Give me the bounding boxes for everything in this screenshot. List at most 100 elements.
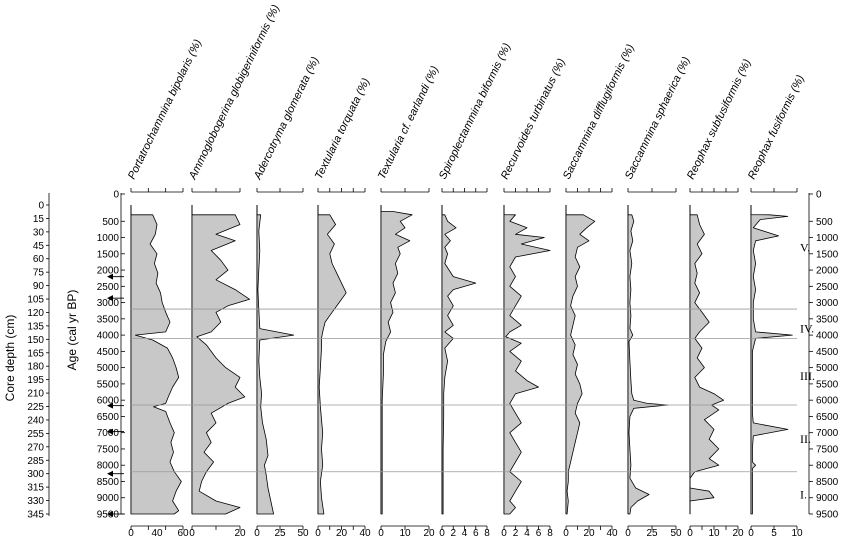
bottom-tick-label: 6 xyxy=(536,528,542,539)
depth-tick-label: 240 xyxy=(27,415,44,426)
age-tick-label: 1000 xyxy=(97,233,120,244)
depth-tick-label: 315 xyxy=(27,483,44,494)
panel-8: 0 25 50 xyxy=(625,188,682,539)
right-age-tick-label: 7000 xyxy=(816,428,839,439)
bottom-tick-label: 0 xyxy=(439,528,445,539)
panel-title: Saccammina sphaerica (%) xyxy=(623,55,693,181)
bottom-tick-label: 5 xyxy=(771,528,777,539)
right-age-tick-label: 500 xyxy=(816,217,833,228)
panel-2: 0 25 50 xyxy=(254,188,309,539)
panel-curve xyxy=(750,214,793,515)
age-tick-label: 8500 xyxy=(97,477,120,488)
panel-titles: Portatrochammina bipolaris (%)Ammoglobog… xyxy=(126,3,807,183)
age-tick-label: 6000 xyxy=(97,396,120,407)
left-axes: 0 15 30 45 60 75 90 105 120 135 150 165 180 195 210 225… xyxy=(27,190,125,521)
right-age-tick-label: 8500 xyxy=(816,477,839,488)
depth-tick-label: 135 xyxy=(27,321,44,332)
sample-arrow-head xyxy=(107,273,113,280)
depth-tick-label: 45 xyxy=(33,241,45,252)
panel-title: Textularia cf. earlandi (%) xyxy=(376,64,441,181)
panel-1: 0 20 xyxy=(189,188,250,539)
age-tick-label: 2000 xyxy=(97,266,120,277)
bottom-tick-label: 0 xyxy=(501,528,507,539)
depth-tick-label: 270 xyxy=(27,442,44,453)
age-tick-label: 8000 xyxy=(97,461,120,472)
depth-tick-label: 15 xyxy=(33,214,45,225)
age-axis-label: Age (cal yr BP) xyxy=(65,290,79,371)
bottom-tick-label: 0 xyxy=(315,528,321,539)
bottom-tick-label: 4 xyxy=(524,528,530,539)
bottom-tick-label: 8 xyxy=(484,528,490,539)
core-depth-axis-label: Core depth (cm) xyxy=(3,315,17,402)
age-tick-label: 6500 xyxy=(97,412,120,423)
age-tick-label: 7500 xyxy=(97,444,120,455)
bottom-tick-label: 2 xyxy=(513,528,519,539)
bottom-tick-label: 20 xyxy=(732,528,744,539)
zone-label: V. xyxy=(800,240,810,254)
depth-tick-label: 0 xyxy=(38,201,44,212)
bottom-tick-label: 8 xyxy=(547,528,553,539)
right-age-tick-label: 4500 xyxy=(816,347,839,358)
sample-arrow-head xyxy=(107,428,113,435)
bottom-tick-label: 4 xyxy=(462,528,468,539)
right-age-tick-label: 9000 xyxy=(816,493,839,504)
age-tick-label: 3000 xyxy=(97,298,120,309)
bottom-tick-label: 50 xyxy=(670,528,682,539)
age-tick-label: 9000 xyxy=(97,493,120,504)
bottom-tick-label: 0 xyxy=(748,528,754,539)
bottom-tick-label: 10 xyxy=(791,528,803,539)
bottom-tick-label: 40 xyxy=(606,528,618,539)
depth-tick-label: 120 xyxy=(27,308,44,319)
depth-tick-label: 105 xyxy=(27,295,44,306)
right-age-axis: 0 500 1000 1500 2000 2500 3000 3500 4000 4500 5000… xyxy=(808,190,839,521)
panel-7: 0 20 40 xyxy=(563,188,618,539)
bottom-tick-label: 2 xyxy=(450,528,456,539)
panel-title: Spiroplectammina biformis (%) xyxy=(437,41,514,181)
depth-tick-label: 180 xyxy=(27,362,44,373)
bottom-tick-label: 60 xyxy=(177,528,189,539)
right-age-tick-label: 7500 xyxy=(816,444,839,455)
depth-tick-label: 285 xyxy=(27,456,44,467)
age-tick-label: 7000 xyxy=(97,428,120,439)
sample-arrow-head xyxy=(107,470,113,477)
sample-arrow-head xyxy=(107,402,113,409)
panel-title: Recurvoides turbinatus (%) xyxy=(499,57,568,182)
bottom-tick-label: 25 xyxy=(274,528,286,539)
bottom-tick-label: 0 xyxy=(189,528,195,539)
age-tick-label: 500 xyxy=(102,217,119,228)
panel-curve xyxy=(441,214,477,515)
panel-curve xyxy=(503,214,551,515)
panel-curve xyxy=(191,214,250,515)
panel-curve xyxy=(380,211,413,515)
age-tick-label: 4500 xyxy=(97,347,120,358)
zone-label: I. xyxy=(800,487,807,501)
right-age-tick-label: 1500 xyxy=(816,249,839,260)
panel-curve xyxy=(256,214,295,515)
zone-label: IV. xyxy=(800,322,814,336)
panel-title: Textularia torquata (%) xyxy=(313,76,373,181)
panel-curve xyxy=(565,214,596,515)
bottom-tick-label: 10 xyxy=(708,528,720,539)
depth-tick-label: 255 xyxy=(27,429,44,440)
bottom-tick-label: 25 xyxy=(646,528,658,539)
right-age-tick-label: 5500 xyxy=(816,379,839,390)
bottom-tick-label: 40 xyxy=(359,528,371,539)
panel-curve xyxy=(627,214,669,515)
depth-tick-label: 195 xyxy=(27,375,44,386)
right-age-tick-label: 4000 xyxy=(816,331,839,342)
bottom-tick-label: 20 xyxy=(234,528,246,539)
panel-title: Saccammina difflugiformis (%) xyxy=(561,42,637,181)
bottom-tick-label: 0 xyxy=(563,528,569,539)
right-age-tick-label: 9500 xyxy=(816,510,839,521)
panel-curve xyxy=(130,214,182,515)
bottom-tick-label: 20 xyxy=(423,528,435,539)
depth-tick-label: 90 xyxy=(33,281,45,292)
panel-9: 0 10 20 xyxy=(687,188,744,539)
bottom-tick-label: 50 xyxy=(297,528,309,539)
bottom-tick-label: 0 xyxy=(254,528,260,539)
depth-tick-label: 210 xyxy=(27,389,44,400)
sample-arrow-head xyxy=(107,295,113,302)
panel-curve xyxy=(317,214,347,515)
